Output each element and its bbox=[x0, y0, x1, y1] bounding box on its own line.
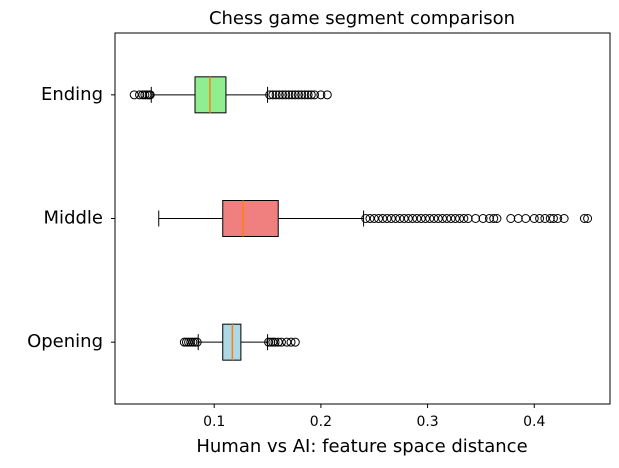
outlier bbox=[361, 214, 371, 223]
outlier bbox=[270, 337, 280, 347]
outlier bbox=[135, 90, 145, 100]
outlier bbox=[277, 90, 287, 100]
outlier bbox=[284, 90, 294, 100]
outlier bbox=[145, 90, 155, 100]
outlier bbox=[179, 337, 189, 347]
outlier bbox=[529, 214, 539, 223]
outlier bbox=[489, 214, 499, 223]
outlier bbox=[140, 90, 150, 100]
outlier bbox=[309, 90, 319, 100]
outlier bbox=[369, 214, 379, 223]
outlier bbox=[281, 90, 291, 100]
outlier bbox=[322, 90, 332, 100]
outlier bbox=[282, 337, 292, 347]
y-tick-label: Ending bbox=[41, 84, 103, 105]
outlier bbox=[268, 90, 278, 100]
outlier bbox=[513, 214, 523, 223]
outlier bbox=[190, 337, 200, 347]
outlier bbox=[540, 214, 550, 223]
outlier bbox=[484, 214, 494, 223]
outlier bbox=[386, 214, 396, 223]
chart-title: Chess game segment comparison bbox=[209, 8, 515, 29]
outlier bbox=[391, 214, 401, 223]
outlier bbox=[412, 214, 422, 223]
y-tick-label: Middle bbox=[44, 208, 103, 229]
outlier bbox=[420, 214, 430, 223]
outlier bbox=[273, 337, 283, 347]
outlier bbox=[446, 214, 456, 223]
outlier bbox=[290, 337, 300, 347]
outlier bbox=[548, 214, 558, 223]
outlier bbox=[264, 337, 274, 347]
x-tick-label: 0.2 bbox=[310, 414, 332, 430]
outlier bbox=[395, 214, 405, 223]
outlier bbox=[492, 214, 502, 223]
outlier bbox=[535, 214, 545, 223]
outlier bbox=[459, 214, 469, 223]
outlier bbox=[583, 214, 593, 223]
outlier bbox=[553, 214, 563, 223]
outlier bbox=[425, 214, 435, 223]
outlier bbox=[455, 214, 465, 223]
outlier bbox=[306, 90, 316, 100]
outlier bbox=[545, 214, 555, 223]
box bbox=[222, 200, 279, 237]
outlier bbox=[399, 214, 409, 223]
outlier bbox=[374, 214, 384, 223]
outlier bbox=[463, 214, 473, 223]
outlier bbox=[303, 90, 313, 100]
outlier bbox=[403, 214, 413, 223]
outlier bbox=[271, 90, 281, 100]
outlier bbox=[192, 337, 202, 347]
outlier bbox=[300, 90, 310, 100]
outlier bbox=[521, 214, 531, 223]
outlier bbox=[274, 90, 284, 100]
outlier bbox=[142, 90, 152, 100]
outlier bbox=[429, 214, 439, 223]
x-axis-label: Human vs AI: feature space distance bbox=[196, 436, 527, 457]
x-tick-label: 0.3 bbox=[416, 414, 438, 430]
outlier bbox=[433, 214, 443, 223]
outlier bbox=[286, 337, 296, 347]
outlier bbox=[188, 337, 198, 347]
outlier bbox=[408, 214, 418, 223]
outlier bbox=[184, 337, 194, 347]
outlier bbox=[559, 214, 569, 223]
outlier bbox=[438, 214, 448, 223]
x-tick-label: 0.4 bbox=[523, 414, 545, 430]
outlier bbox=[382, 214, 392, 223]
outlier bbox=[471, 214, 481, 223]
outlier bbox=[268, 337, 278, 347]
outlier bbox=[478, 214, 488, 223]
outlier bbox=[579, 214, 589, 223]
outlier bbox=[506, 214, 516, 223]
outlier bbox=[416, 214, 426, 223]
outlier bbox=[378, 214, 388, 223]
outlier bbox=[365, 214, 375, 223]
outlier bbox=[293, 90, 303, 100]
x-tick-label: 0.1 bbox=[203, 414, 225, 430]
outlier bbox=[138, 90, 148, 100]
outlier bbox=[297, 90, 307, 100]
outlier bbox=[287, 90, 297, 100]
outlier bbox=[181, 337, 191, 347]
outlier bbox=[129, 90, 139, 100]
outlier bbox=[186, 337, 196, 347]
outlier bbox=[266, 337, 276, 347]
outlier bbox=[316, 90, 326, 100]
outlier bbox=[290, 90, 300, 100]
outlier bbox=[450, 214, 460, 223]
outlier bbox=[442, 214, 452, 223]
outlier bbox=[276, 337, 286, 347]
y-tick-label: Opening bbox=[27, 331, 103, 352]
outlier bbox=[265, 90, 275, 100]
